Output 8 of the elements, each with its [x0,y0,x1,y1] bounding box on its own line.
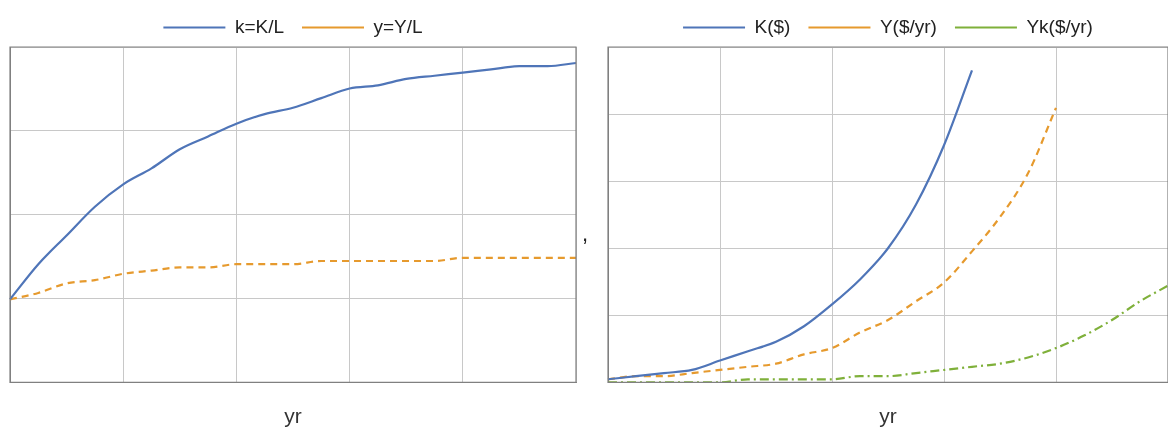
legend-label: y=Y/L [373,15,423,37]
legend-label: Y($/yr) [879,15,937,37]
x-axis-title: yr [879,404,897,428]
legend-label: Yk($/yr) [1026,15,1093,37]
text: , [582,220,589,246]
legend-label: K($) [754,15,791,37]
x-axis-title: yr [284,404,302,428]
legend-label: k=K/L [234,15,285,37]
